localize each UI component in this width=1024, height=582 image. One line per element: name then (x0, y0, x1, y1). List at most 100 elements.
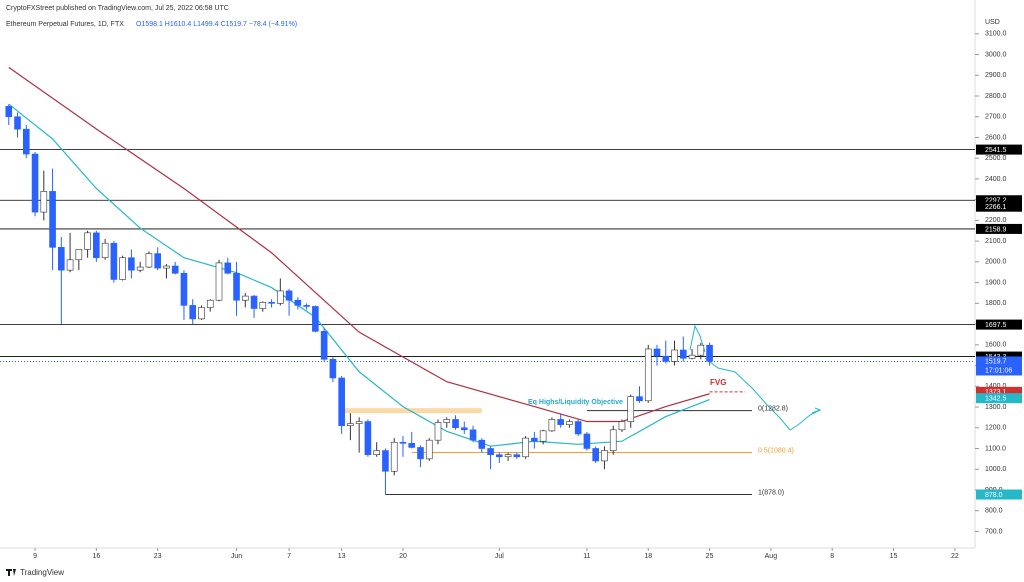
moving-average (8, 103, 710, 447)
candle-body (697, 344, 705, 356)
publisher: CryptoFXStreet published on TradingView.… (6, 5, 229, 12)
fib-label: 1(878.0) (758, 489, 784, 496)
y-tick-label: 700.0 (985, 528, 1003, 535)
candle-body (364, 421, 372, 455)
candle-body (425, 439, 433, 460)
price-label-bg (976, 223, 1022, 234)
candle-body (215, 262, 223, 301)
fib-label: 0.5(1080.4) (758, 447, 794, 454)
price-label-bg (976, 356, 1022, 376)
candle-body (531, 437, 538, 442)
candle-body (180, 272, 188, 306)
price-label-bg (976, 393, 1022, 404)
price-label: 2297.2 (985, 198, 1007, 205)
candle-body (277, 290, 284, 304)
candle-body (513, 454, 521, 458)
price-label-bg (976, 489, 1022, 500)
price-label: 1519.7 (985, 358, 1007, 365)
candle-body (662, 355, 670, 362)
candle-body (679, 349, 687, 359)
brand-logo (6, 569, 16, 576)
y-tick-label: 2200.0 (985, 217, 1007, 224)
candle-body (66, 259, 74, 271)
candle-body (75, 249, 83, 261)
candle-body (653, 348, 661, 357)
y-tick-label: 2600.0 (985, 134, 1007, 141)
y-tick-label: 2500.0 (985, 155, 1007, 162)
price-label: 1342.5 (985, 396, 1007, 403)
candle-body (417, 447, 424, 460)
brand: TradingView (20, 568, 64, 577)
candle-body (145, 253, 153, 268)
price-label-bg (976, 386, 1022, 397)
arrow-head (811, 407, 822, 414)
candle-body (408, 442, 416, 448)
x-tick-label: 11 (583, 553, 590, 560)
x-tick-label: Jul (495, 553, 504, 560)
y-tick-label: 1400.0 (985, 383, 1007, 390)
candle-body (644, 348, 652, 402)
price-label: 878.0 (985, 492, 1003, 499)
price-label-bg (976, 195, 1022, 206)
x-tick-label: 23 (154, 553, 162, 560)
y-tick-label: 2700.0 (985, 114, 1007, 121)
candle-body (671, 349, 678, 362)
candle-body (320, 331, 328, 360)
candle-body (154, 253, 161, 269)
y-tick-label: 800.0 (985, 508, 1003, 515)
candle-body (259, 302, 267, 309)
projection-path (689, 324, 706, 353)
candle-body (460, 427, 468, 431)
x-tick-label: 20 (399, 553, 407, 560)
price-label: 2266.1 (985, 204, 1007, 211)
candle-body (312, 306, 319, 332)
candle-body (583, 433, 591, 449)
candle-body (443, 419, 451, 423)
y-tick-label: 1100.0 (985, 445, 1006, 452)
countdown: 17:01:06 (985, 367, 1012, 374)
candle-body (250, 295, 258, 309)
y-tick-label: 3000.0 (985, 51, 1007, 58)
candle-body (49, 191, 56, 248)
candle-body (110, 242, 118, 280)
candle-body (84, 232, 91, 250)
candle-body (382, 450, 389, 472)
candle-body (504, 454, 512, 458)
x-tick-label: 25 (706, 553, 714, 560)
y-tick-label: 2900.0 (985, 72, 1007, 79)
candle-body (303, 305, 310, 307)
candle-body (601, 450, 608, 462)
price-label-bg (976, 201, 1022, 212)
candle-body (469, 429, 477, 441)
candle-body (268, 302, 275, 304)
moving-average (8, 66, 710, 423)
candle-body (478, 439, 486, 449)
candle-body (355, 421, 363, 424)
candle-body (434, 422, 442, 441)
candle-body (294, 299, 302, 306)
x-tick-label: 7 (287, 553, 291, 560)
candle-body (706, 344, 713, 362)
candle-body (566, 421, 573, 425)
candle-body (487, 448, 494, 455)
y-tick-label: 2100.0 (985, 238, 1007, 245)
y-tick-label: 2400.0 (985, 176, 1007, 183)
candle-body (241, 295, 249, 301)
candle-body (206, 299, 214, 308)
chart-title: Ethereum Perpetual Futures, 1D, FTX (6, 21, 124, 28)
annotation: FVG (710, 378, 726, 387)
candle-body (609, 429, 617, 451)
price-label: 1697.5 (985, 322, 1007, 329)
candle-body (119, 257, 126, 280)
x-tick-label: 16 (92, 553, 100, 560)
candle-body (618, 421, 626, 431)
candle-body (574, 421, 582, 435)
candle-body (338, 377, 345, 426)
x-tick-label: 13 (338, 553, 346, 560)
candle-body (14, 116, 21, 130)
y-tick-label: 2800.0 (985, 93, 1007, 100)
candle-body (636, 396, 643, 402)
candle-body (548, 419, 556, 432)
candle-body (22, 128, 30, 155)
